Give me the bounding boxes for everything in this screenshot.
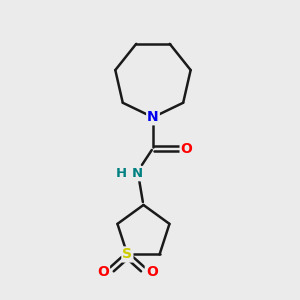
Text: S: S — [122, 248, 132, 262]
Text: O: O — [181, 142, 193, 155]
Text: N: N — [132, 167, 143, 180]
Text: N: N — [147, 110, 159, 124]
Text: O: O — [97, 265, 109, 279]
Text: O: O — [146, 265, 158, 279]
Text: H: H — [116, 167, 127, 180]
